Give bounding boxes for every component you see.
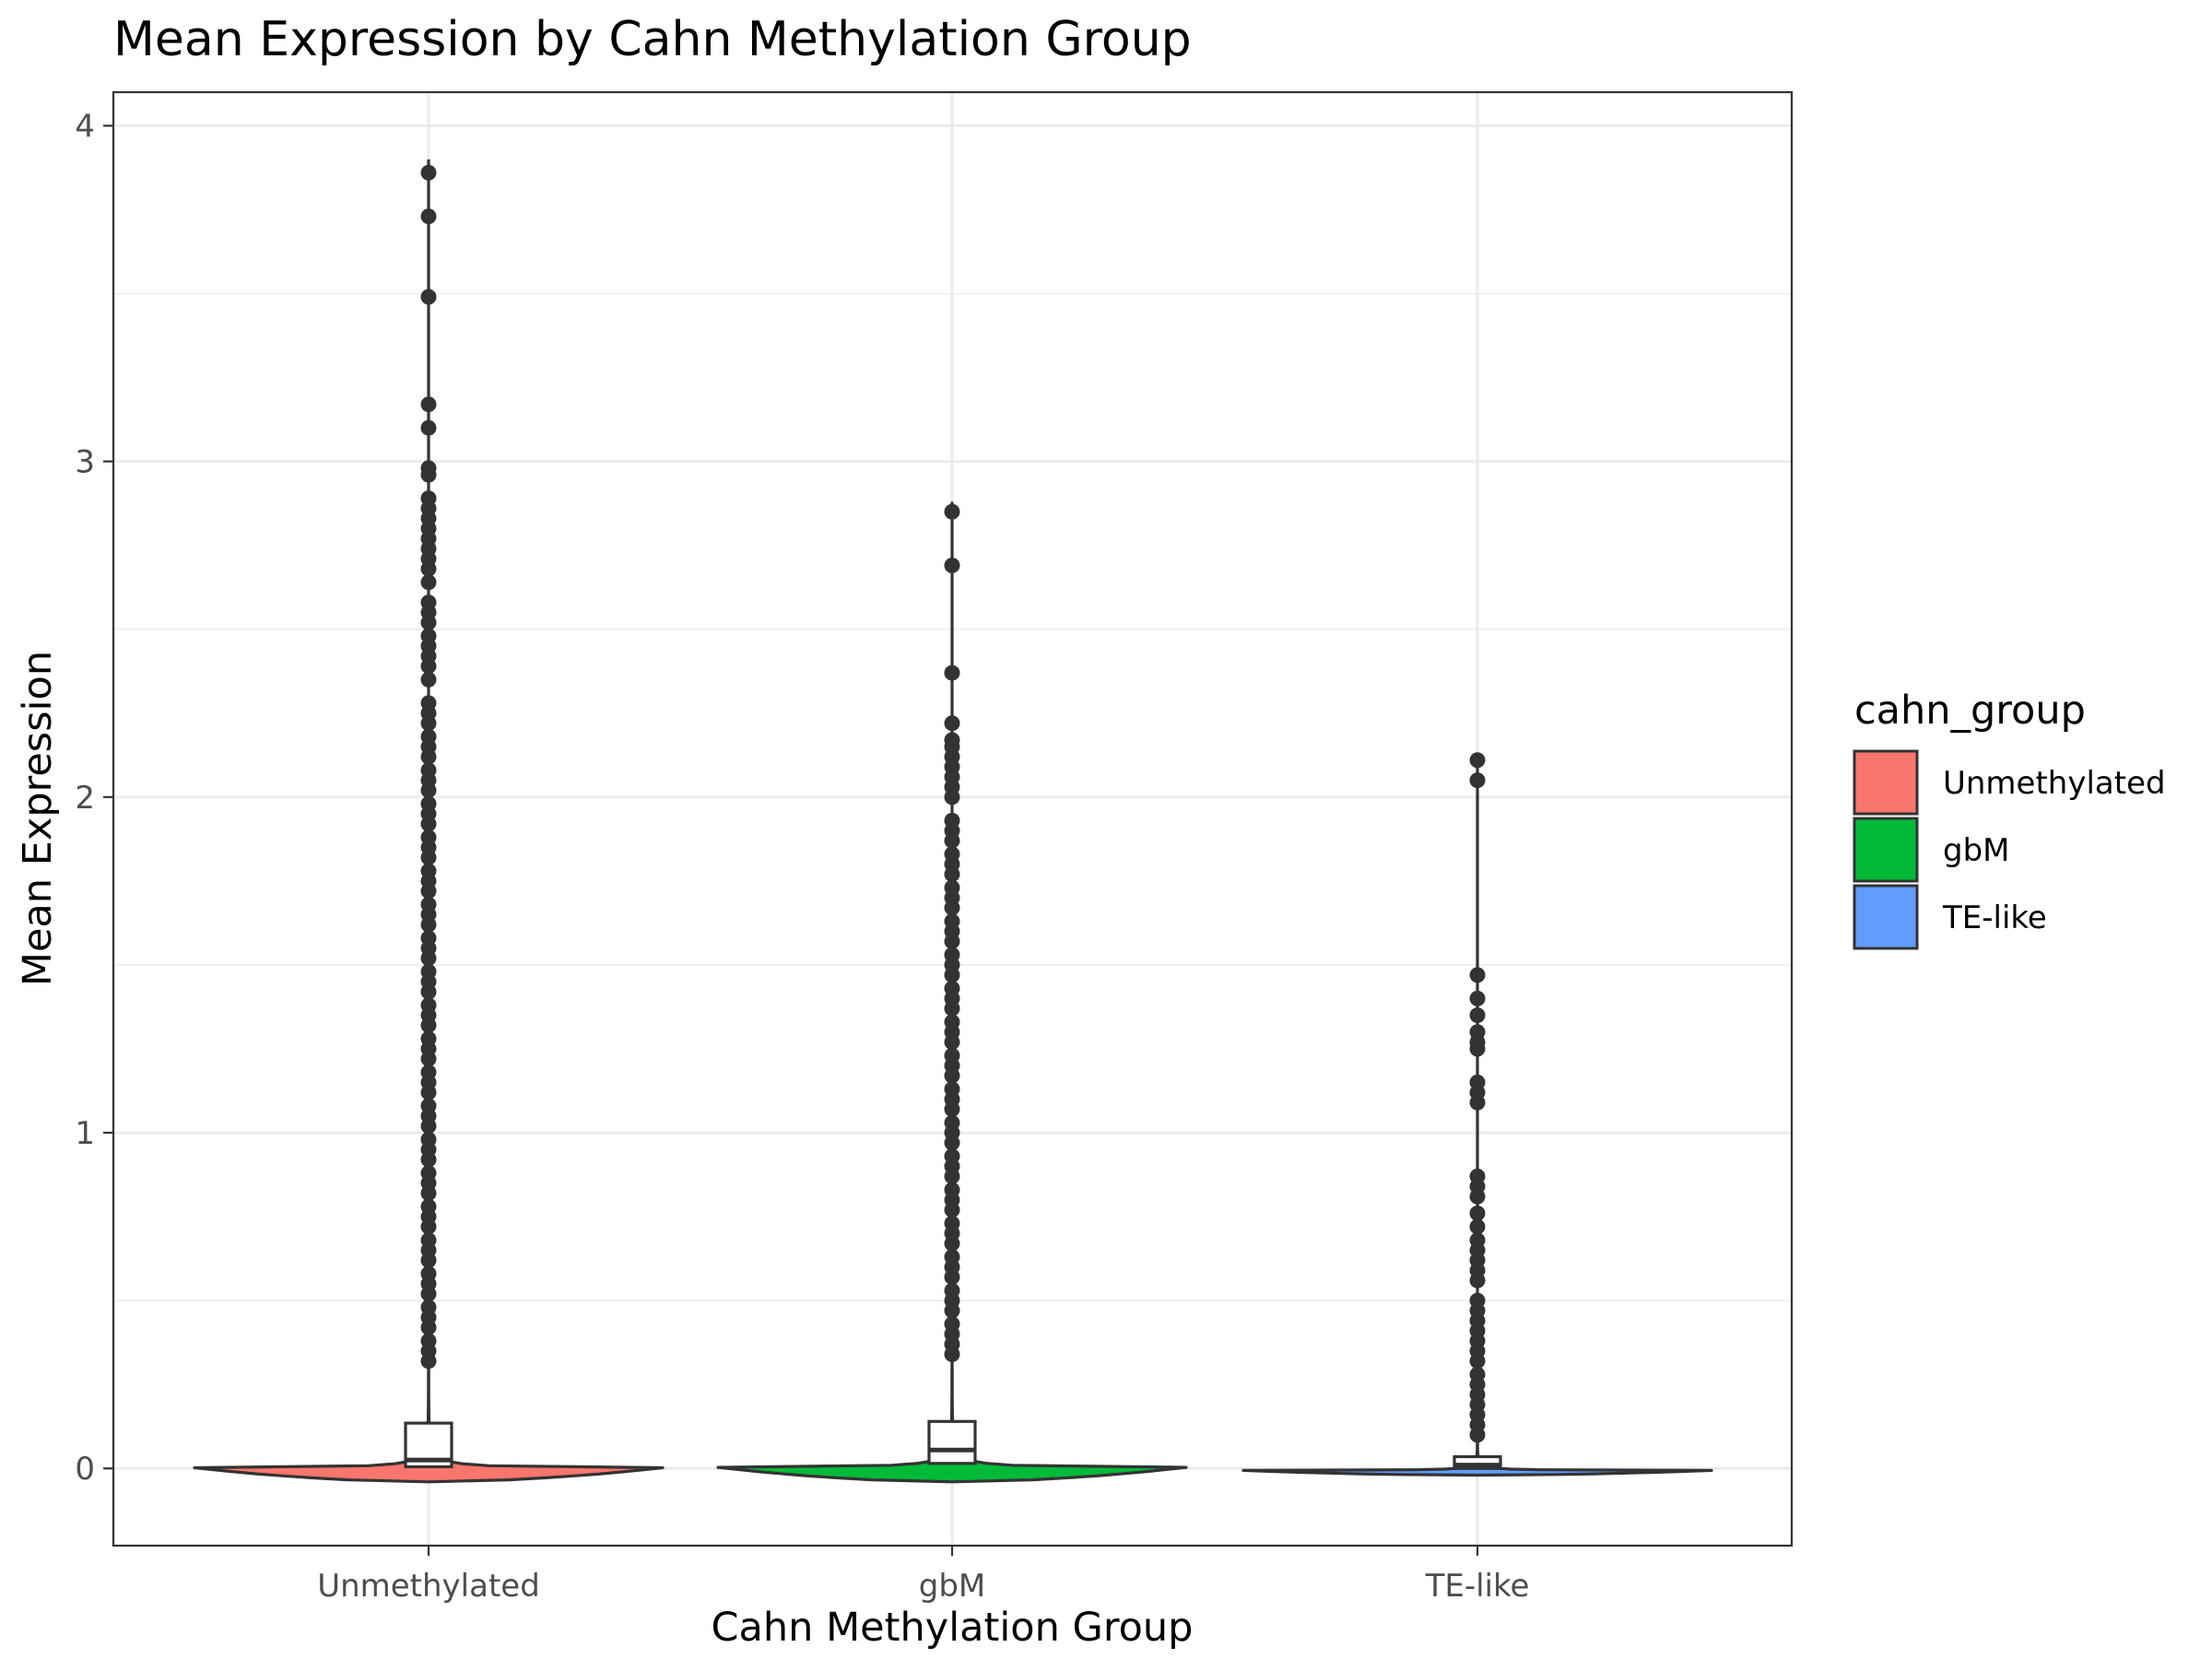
outlier-point <box>944 1168 960 1184</box>
legend: cahn_group Unmethylated gbM TE-like <box>1853 688 2166 950</box>
legend-title: cahn_group <box>1854 688 2086 734</box>
outlier-point <box>944 1269 960 1286</box>
outlier-point <box>420 288 437 305</box>
axes: 0 1 2 3 4 Unmethylated gbM TE-like <box>75 108 1529 1605</box>
outlier-point <box>944 1000 960 1017</box>
outlier-point <box>420 671 437 688</box>
outlier-point <box>420 560 437 577</box>
outlier-point <box>420 466 437 483</box>
x-tick-label: Unmethylated <box>317 1568 540 1605</box>
outlier-point <box>420 1118 437 1135</box>
outlier-point <box>420 658 437 675</box>
outlier-point <box>1469 752 1486 769</box>
y-tick-label: 0 <box>75 1451 95 1488</box>
outlier-point <box>944 1235 960 1252</box>
outlier-point <box>420 1151 437 1168</box>
outlier-point <box>420 208 437 225</box>
legend-label: Unmethylated <box>1943 765 2166 802</box>
outlier-point <box>420 614 437 630</box>
outlier-point <box>420 1084 437 1100</box>
outlier-point <box>944 503 960 520</box>
outlier-point <box>420 1319 437 1335</box>
outlier-point <box>420 983 437 1000</box>
outlier-point <box>944 715 960 732</box>
legend-label: gbM <box>1943 832 2010 869</box>
outlier-point <box>420 950 437 967</box>
boxplots <box>404 159 1502 1470</box>
outlier-point <box>1469 1188 1486 1205</box>
outlier-point <box>1469 1353 1486 1370</box>
outlier-point <box>420 816 437 832</box>
outlier-point <box>420 396 437 413</box>
legend-key-te-like <box>1853 884 1919 950</box>
y-axis-title: Mean Expression <box>15 651 61 986</box>
outlier-point <box>1469 1427 1486 1443</box>
outlier-point <box>944 1067 960 1084</box>
outlier-point <box>420 916 437 933</box>
y-tick-label: 1 <box>75 1115 95 1152</box>
outlier-point <box>420 715 437 732</box>
outlier-point <box>944 665 960 681</box>
x-axis-title: Cahn Methylation Group <box>712 1605 1194 1651</box>
y-tick-label: 3 <box>75 444 95 481</box>
outlier-point <box>1469 1218 1486 1235</box>
outlier-point <box>944 832 960 849</box>
outlier-point <box>944 558 960 574</box>
outlier-point <box>1469 1205 1486 1221</box>
outlier-point <box>1469 772 1486 789</box>
outlier-point <box>1469 967 1486 983</box>
outlier-point <box>420 1051 437 1067</box>
outlier-point <box>944 1034 960 1051</box>
outlier-point <box>420 1353 437 1370</box>
y-tick-label: 4 <box>75 108 95 145</box>
outlier-point <box>420 782 437 799</box>
outlier-point <box>1469 1007 1486 1024</box>
outlier-point <box>944 933 960 949</box>
outlier-point <box>420 1218 437 1235</box>
outlier-point <box>420 1286 437 1302</box>
y-tick-label: 2 <box>75 780 95 817</box>
outlier-point <box>944 900 960 916</box>
outlier-point <box>1469 1094 1486 1111</box>
outlier-point <box>420 164 437 181</box>
x-tick-label: gbM <box>919 1568 986 1605</box>
outlier-point <box>944 866 960 883</box>
box-iqr <box>927 1419 977 1465</box>
x-tick-label: TE-like <box>1425 1568 1530 1605</box>
outlier-point <box>420 419 437 436</box>
legend-key-gbm <box>1853 817 1919 883</box>
outlier-point <box>420 1017 437 1033</box>
outlier-point <box>944 1202 960 1218</box>
outlier-point <box>944 789 960 806</box>
outlier-point <box>1469 990 1486 1006</box>
legend-label: TE-like <box>1942 900 2047 936</box>
outlier-point <box>420 1252 437 1268</box>
outlier-point <box>420 574 437 591</box>
outlier-point <box>944 1101 960 1118</box>
outlier-point <box>420 1185 437 1202</box>
outlier-point <box>944 1302 960 1319</box>
outlier-point <box>944 1135 960 1151</box>
outlier-point <box>944 967 960 983</box>
outlier-point <box>420 883 437 900</box>
outlier-point <box>420 748 437 765</box>
chart-title: Mean Expression by Cahn Methylation Grou… <box>113 12 1192 67</box>
legend-key-unmethylated <box>1853 749 1919 816</box>
outlier-point <box>1469 1272 1486 1288</box>
outlier-point <box>420 849 437 865</box>
outlier-point <box>1469 1041 1486 1057</box>
outlier-point <box>944 1346 960 1362</box>
